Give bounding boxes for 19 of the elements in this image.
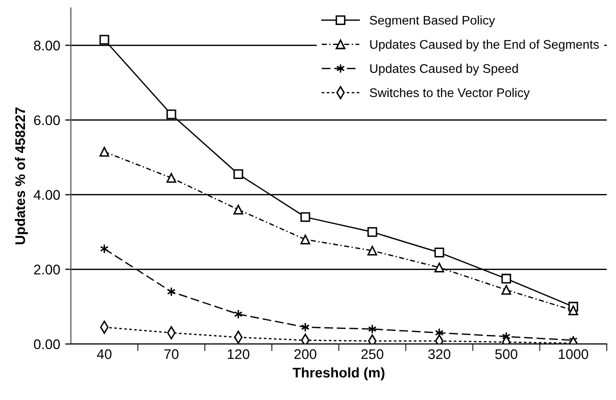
x-tick-label: 500 <box>495 349 518 360</box>
y-tick-label: 2.00 <box>34 264 60 275</box>
x-tick-label: 1000 <box>558 349 588 360</box>
legend-label: Updates Caused by the End of Segments <box>370 40 599 52</box>
legend-label: Switches to the Vector Policy <box>370 88 530 100</box>
x-tick-label: 200 <box>294 349 316 360</box>
y-axis-title: Updates % of 458227 <box>14 108 28 244</box>
x-tick-label: 70 <box>164 349 179 360</box>
x-tick-label: 120 <box>228 349 250 360</box>
x-tick-label: 40 <box>96 349 112 360</box>
x-tick-label: 250 <box>361 349 384 360</box>
y-tick-label: 6.00 <box>34 115 60 126</box>
y-tick-label: 4.00 <box>34 190 60 200</box>
legend-label: Segment Based Policy <box>370 16 496 28</box>
x-axis-title: Threshold (m) <box>292 367 384 380</box>
y-tick-label: 0.00 <box>34 339 60 350</box>
legend-label: Updates Caused by Speed <box>370 64 518 76</box>
x-tick-label: 320 <box>428 349 450 360</box>
y-tick-label: 8.00 <box>34 40 60 51</box>
